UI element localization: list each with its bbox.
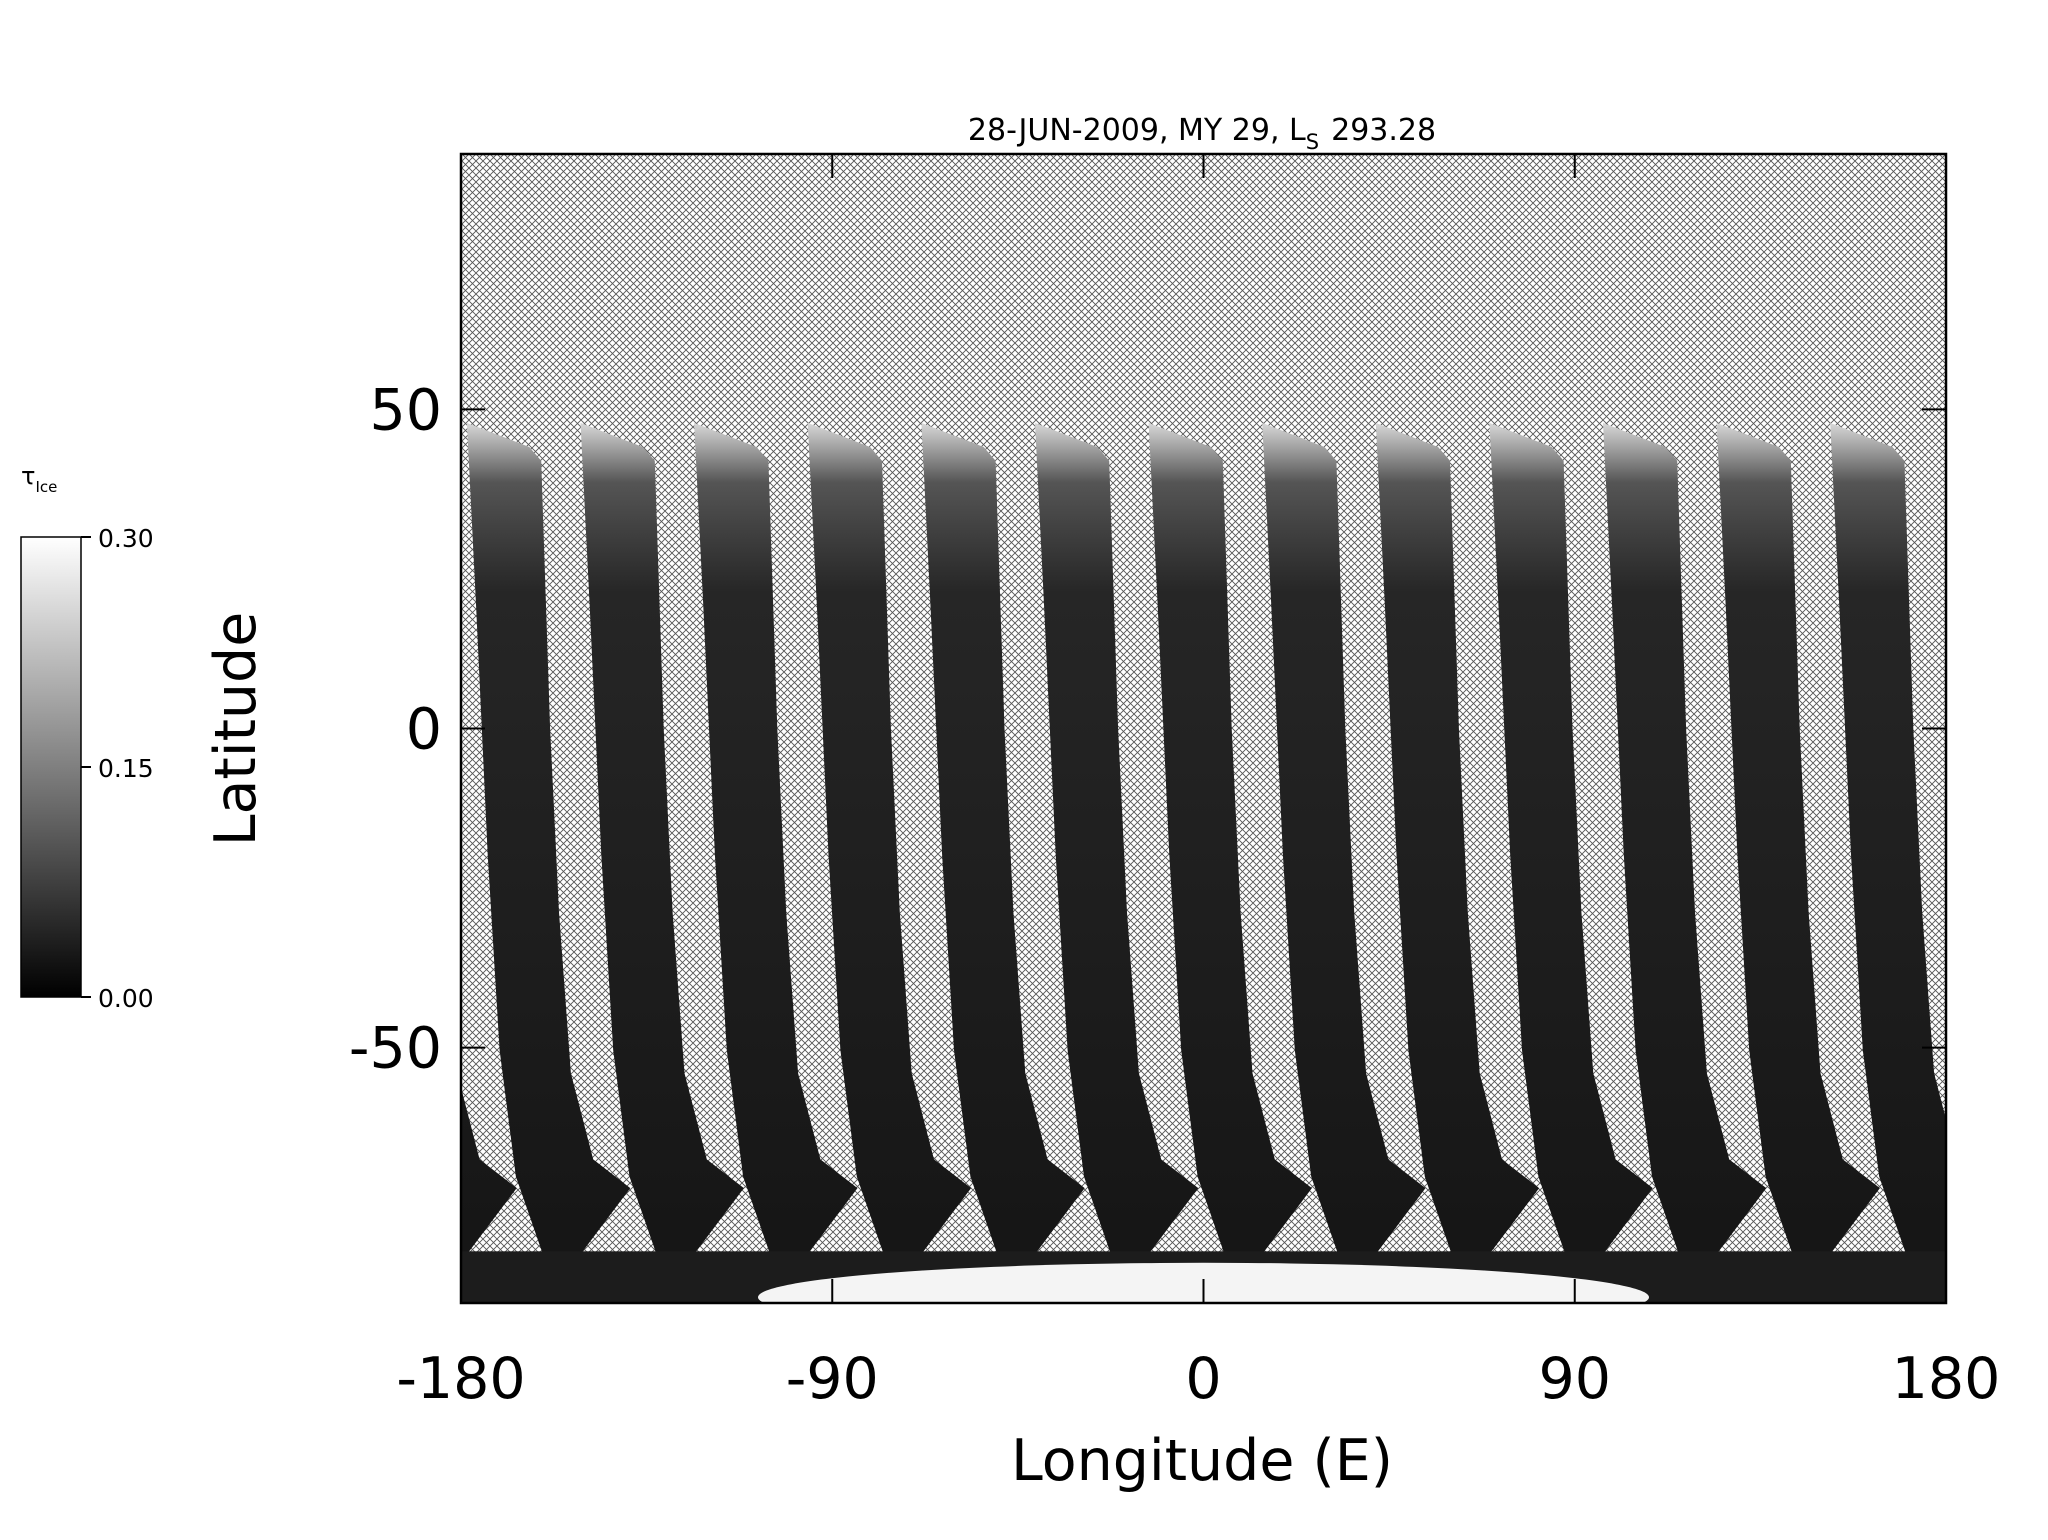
colorbar [20, 536, 82, 998]
y-tick-label: 50 [369, 377, 442, 443]
swath [1262, 422, 1426, 1271]
swath [1148, 422, 1312, 1271]
colorbar-label: τIce [21, 462, 57, 496]
swath [1603, 422, 1767, 1271]
swath [466, 422, 631, 1271]
x-tick-label: 180 [1892, 1346, 2001, 1412]
title-text: 28-JUN-2009, MY 29, L [968, 113, 1306, 148]
swath [694, 422, 858, 1271]
title-subscript: S [1306, 130, 1319, 154]
x-axis-label: Longitude (E) [1011, 1428, 1393, 1494]
swath [1035, 422, 1199, 1271]
x-tick-label: 0 [1185, 1346, 1221, 1412]
chart-title: 28-JUN-2009, MY 29, LS 293.28 [968, 113, 1436, 154]
swath [1716, 422, 1880, 1271]
swath [461, 1087, 517, 1256]
title-suffix: 293.28 [1331, 113, 1436, 148]
colorbar-tick-label: 0.30 [98, 524, 154, 553]
swath [1489, 422, 1653, 1271]
colorbar-tick-label: 0.00 [98, 984, 154, 1013]
swath [1830, 422, 1946, 1271]
y-axis-label: Latitude [203, 612, 269, 847]
x-tick-label: 90 [1538, 1346, 1611, 1412]
swath [580, 422, 744, 1271]
x-tick-label: -180 [396, 1346, 525, 1412]
swath [921, 422, 1085, 1271]
colorbar-subscript: Ice [35, 478, 57, 496]
y-tick-label: -50 [349, 1016, 442, 1082]
y-tick-label: 0 [406, 697, 442, 763]
colorbar-symbol: τ [21, 462, 35, 490]
swath [807, 422, 972, 1271]
x-tick-label: -90 [786, 1346, 879, 1412]
colorbar-tick-label: 0.15 [98, 754, 154, 783]
swath [1375, 422, 1540, 1271]
plot-area [461, 154, 1946, 1303]
